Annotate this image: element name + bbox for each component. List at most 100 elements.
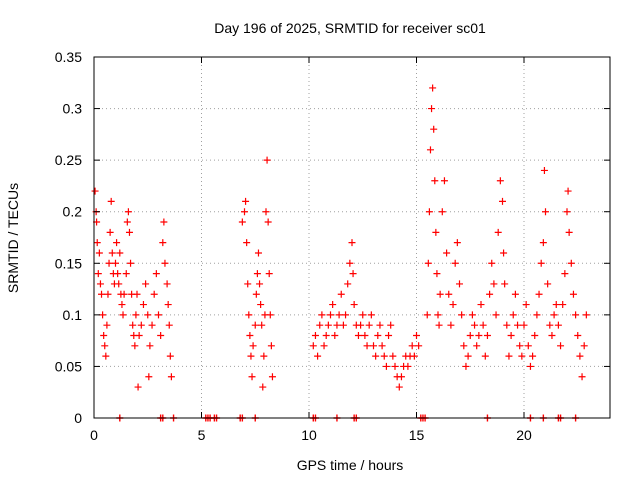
data-point (238, 218, 246, 226)
data-point (314, 352, 322, 360)
data-point (492, 311, 500, 319)
data-point (576, 352, 584, 360)
data-point (473, 342, 481, 350)
data-point (520, 321, 528, 329)
data-point (346, 259, 354, 267)
data-point (434, 311, 442, 319)
y-tick-label: 0.35 (55, 49, 82, 65)
data-point (559, 301, 567, 309)
data-point (102, 352, 110, 360)
data-point (164, 301, 172, 309)
data-point (486, 290, 494, 298)
data-point (127, 259, 135, 267)
data-point (248, 373, 256, 381)
data-point (142, 280, 150, 288)
data-points (91, 84, 590, 391)
data-point (320, 342, 328, 350)
data-point (500, 249, 508, 257)
data-point (537, 259, 545, 267)
data-point (113, 239, 121, 247)
data-point (564, 187, 572, 195)
data-point (429, 84, 437, 92)
data-point (431, 177, 439, 185)
data-point (456, 280, 463, 288)
data-point (503, 321, 511, 329)
data-point (540, 166, 548, 174)
data-point (94, 270, 102, 278)
y-tick-label: 0.05 (55, 358, 82, 374)
data-point (349, 270, 357, 278)
data-point (554, 321, 562, 329)
data-point (447, 321, 455, 329)
data-point (124, 208, 132, 216)
data-point (387, 321, 395, 329)
data-point (348, 239, 356, 247)
data-point (413, 331, 420, 339)
data-point (557, 342, 565, 350)
data-point (526, 362, 534, 370)
data-point (415, 342, 423, 350)
data-point (93, 239, 101, 247)
data-point (335, 311, 343, 319)
data-point (475, 331, 483, 339)
data-point (254, 249, 262, 257)
data-point (552, 301, 560, 309)
data-point (249, 342, 257, 350)
data-point (333, 321, 341, 329)
data-point (115, 280, 123, 288)
data-point (408, 342, 416, 350)
data-point (443, 249, 451, 257)
data-point (108, 249, 116, 257)
data-point (440, 177, 448, 185)
data-point (451, 259, 459, 267)
data-point (425, 208, 433, 216)
data-point (569, 290, 577, 298)
data-point (137, 321, 145, 329)
data-point (316, 321, 324, 329)
data-point (264, 218, 272, 226)
data-point (311, 331, 319, 339)
data-point (100, 331, 108, 339)
data-point (490, 280, 498, 288)
axis-ticks (93, 56, 610, 419)
data-point (516, 342, 524, 350)
data-point (449, 301, 457, 309)
x-tick-label: 0 (90, 427, 98, 443)
y-tick-label: 0.1 (63, 307, 83, 323)
data-point (260, 352, 268, 360)
data-point (243, 239, 251, 247)
x-tick-labels: 0 5 10 15 20 (90, 427, 532, 443)
data-point (107, 197, 115, 205)
data-point (256, 280, 264, 288)
data-point (104, 290, 112, 298)
data-point (265, 270, 273, 278)
y-tick-label: 0.3 (63, 101, 83, 117)
data-point (160, 218, 168, 226)
data-point (535, 290, 543, 298)
data-point (253, 270, 261, 278)
data-point (135, 331, 143, 339)
data-point (96, 280, 104, 288)
data-point (432, 228, 440, 236)
data-point (122, 270, 130, 278)
data-point (98, 290, 106, 298)
data-point (397, 373, 405, 381)
data-point (376, 321, 384, 329)
data-point (410, 352, 418, 360)
data-point (309, 342, 317, 350)
data-point (363, 342, 371, 350)
data-point (344, 280, 352, 288)
data-point (263, 156, 271, 164)
y-tick-label: 0 (74, 410, 82, 426)
data-point (430, 125, 438, 133)
data-point (331, 331, 339, 339)
data-point (318, 311, 326, 319)
data-point (389, 352, 397, 360)
data-point (322, 331, 330, 339)
x-axis-label: GPS time / hours (297, 457, 404, 473)
data-point (550, 311, 558, 319)
data-point (148, 321, 156, 329)
data-point (522, 301, 530, 309)
data-point (262, 208, 270, 216)
